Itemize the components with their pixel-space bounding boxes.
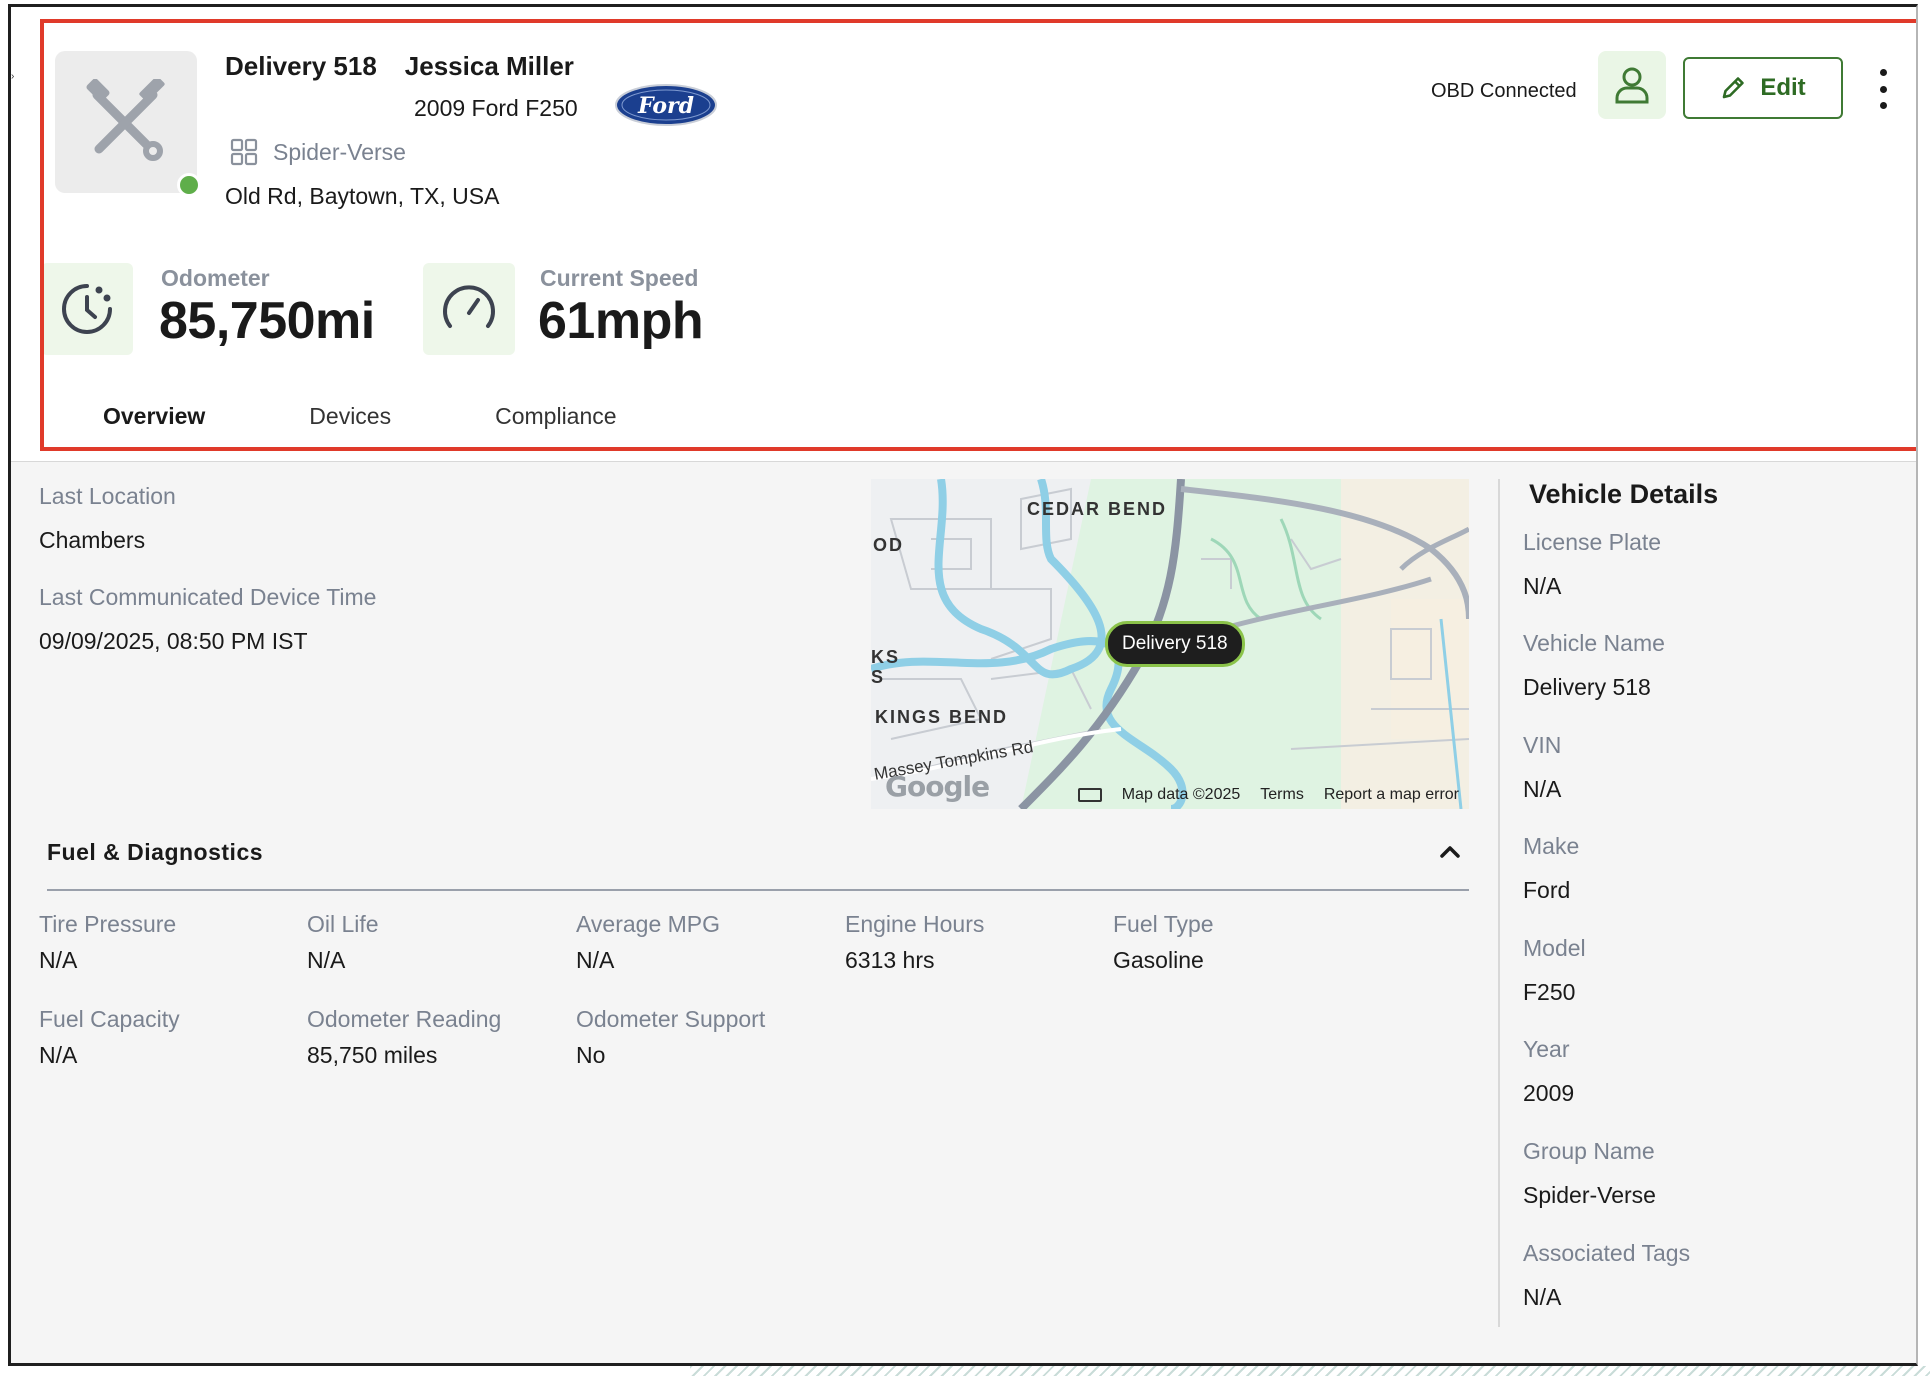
vehicle-detail-value: N/A	[1523, 776, 1562, 802]
fuel-item-value: Gasoline	[1113, 947, 1204, 973]
keyboard-icon[interactable]	[1077, 788, 1102, 802]
vehicle-detail-label: Vehicle Name	[1523, 630, 1665, 656]
assign-driver-button[interactable]	[1598, 51, 1666, 119]
map-terms-link[interactable]: Terms	[1260, 786, 1304, 803]
chevron-up-icon[interactable]	[1435, 837, 1465, 867]
vehicle-header: › Delivery 518 Jessica Miller 2009 Ford …	[11, 7, 1916, 462]
fuel-item-label: Fuel Type	[1113, 911, 1214, 937]
vehicle-address: Old Rd, Baytown, TX, USA	[225, 183, 500, 209]
map-label-s: S	[871, 667, 886, 687]
fuel-diagnostics-title: Fuel & Diagnostics	[47, 839, 264, 865]
grid-icon	[230, 138, 258, 166]
vehicle-detail-value: Ford	[1523, 877, 1571, 903]
speed-stat-icon	[423, 263, 515, 355]
tab-bar: Overview Devices Compliance	[59, 397, 661, 453]
fuel-item-label: Average MPG	[576, 911, 721, 937]
online-status-dot	[177, 173, 201, 197]
tools-icon	[86, 79, 165, 161]
background-pattern	[690, 1366, 1930, 1376]
group-name[interactable]: Spider-Verse	[273, 138, 406, 165]
fuel-item-value: 6313 hrs	[845, 947, 935, 973]
fuel-item-value: N/A	[39, 947, 78, 973]
fuel-item-label: Fuel Capacity	[39, 1006, 180, 1032]
sidebar-divider	[1498, 479, 1500, 1327]
map-label-kings-bend: KINGS BEND	[875, 707, 1009, 727]
vehicle-detail-value: Spider-Verse	[1523, 1182, 1656, 1208]
map-label-cedar-bend: CEDAR BEND	[1027, 499, 1168, 519]
last-time-value: 09/09/2025, 08:50 PM IST	[39, 628, 308, 654]
fuel-item-label: Odometer Support	[576, 1006, 766, 1032]
vehicle-details-title: Vehicle Details	[1529, 479, 1719, 509]
vehicle-detail-value: 2009	[1523, 1080, 1575, 1106]
google-logo: Google	[885, 770, 990, 803]
edit-button-label: Edit	[1760, 74, 1806, 101]
map-data-credit: Map data ©2025	[1121, 786, 1241, 803]
vehicle-detail-label: Associated Tags	[1523, 1240, 1691, 1266]
map-label-od: OD	[873, 535, 904, 555]
driver-name[interactable]: Jessica Miller	[404, 51, 574, 81]
vehicle-name: Delivery 518	[225, 51, 377, 81]
fuel-item-label: Engine Hours	[845, 911, 985, 937]
odometer-label: Odometer	[161, 265, 270, 291]
obd-status: OBD Connected	[1431, 80, 1577, 102]
vehicle-map-pin[interactable]: Delivery 518	[1105, 621, 1245, 667]
vehicle-detail-label: License Plate	[1523, 529, 1662, 555]
last-location-label: Last Location	[39, 483, 176, 509]
vehicle-avatar	[55, 51, 197, 193]
pencil-icon	[1723, 77, 1745, 99]
map-report-link[interactable]: Report a map error	[1323, 786, 1459, 803]
fuel-item-label: Tire Pressure	[39, 911, 177, 937]
last-time-label: Last Communicated Device Time	[39, 584, 377, 610]
speed-value: 61mph	[538, 292, 704, 350]
speedometer-icon	[443, 285, 495, 328]
location-map[interactable]: CEDAR BEND OD KS S KINGS BEND Massey Tom…	[871, 479, 1469, 809]
vehicle-detail-label: Model	[1523, 935, 1586, 961]
vehicle-detail-value: N/A	[1523, 573, 1562, 599]
vehicle-detail-label: VIN	[1523, 732, 1562, 758]
map-footer: Map data ©2025 Terms Report a map error	[871, 781, 1469, 809]
fuel-divider	[47, 889, 1469, 891]
speed-label: Current Speed	[540, 265, 699, 291]
vehicle-detail-page: › Delivery 518 Jessica Miller 2009 Ford …	[8, 4, 1918, 1366]
user-icon	[1615, 67, 1649, 104]
clock-icon	[62, 284, 112, 334]
vehicle-detail-label: Year	[1523, 1036, 1570, 1062]
odometer-stat-icon	[41, 263, 133, 355]
map-label-ks: KS	[871, 647, 901, 667]
ford-logo-icon: Ford	[615, 84, 717, 126]
tab-devices[interactable]: Devices	[309, 403, 392, 429]
fuel-item-label: Odometer Reading	[307, 1006, 502, 1032]
fuel-item-value: N/A	[39, 1042, 78, 1068]
vehicle-detail-value: Delivery 518	[1523, 674, 1651, 700]
fuel-item-value: N/A	[576, 947, 615, 973]
fuel-item-value: No	[576, 1042, 606, 1068]
tab-overview[interactable]: Overview	[59, 397, 250, 453]
vehicle-detail-value: F250	[1523, 979, 1576, 1005]
edge-arrow-icon: ›	[11, 71, 15, 82]
fuel-item-value: 85,750 miles	[307, 1042, 438, 1068]
map-tiles	[871, 479, 1469, 809]
fuel-item-label: Oil Life	[307, 911, 379, 937]
vehicle-detail-label: Group Name	[1523, 1138, 1655, 1164]
fuel-item-value: N/A	[307, 947, 346, 973]
kebab-icon[interactable]	[1873, 69, 1893, 109]
odometer-value: 85,750mi	[159, 292, 375, 350]
vehicle-model: 2009 Ford F250	[414, 95, 578, 121]
vehicle-detail-value: N/A	[1523, 1284, 1562, 1310]
edit-button[interactable]: Edit	[1683, 57, 1843, 119]
group-row: Spider-Verse	[229, 137, 406, 167]
tab-compliance[interactable]: Compliance	[495, 403, 617, 429]
vehicle-detail-label: Make	[1523, 833, 1580, 859]
svg-text:Ford: Ford	[637, 93, 694, 119]
last-location-value: Chambers	[39, 527, 146, 553]
